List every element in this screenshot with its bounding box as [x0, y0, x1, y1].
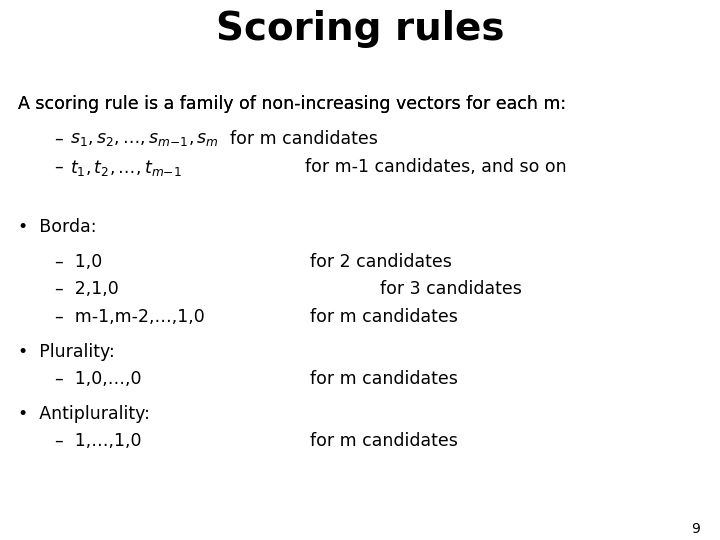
Text: $s_1, s_2, \ldots, s_{m{-}1}, s_m$: $s_1, s_2, \ldots, s_{m{-}1}, s_m$ [70, 130, 219, 148]
Text: Scoring rules: Scoring rules [225, 84, 513, 122]
Text: $t_1, t_2, \ldots, t_{m{-}1}$: $t_1, t_2, \ldots, t_{m{-}1}$ [70, 158, 181, 178]
Text: for m-1 candidates, and so on: for m-1 candidates, and so on [305, 158, 567, 176]
Text: –  m-1,m-2,…,1,0: – m-1,m-2,…,1,0 [55, 308, 204, 326]
Text: •  Borda:: • Borda: [18, 218, 96, 236]
Text: •  Antiplurality:: • Antiplurality: [18, 405, 150, 423]
Text: for 3 candidates: for 3 candidates [380, 280, 522, 298]
Text: •  Plurality:: • Plurality: [18, 343, 114, 361]
Text: –: – [55, 158, 69, 176]
Text: for 2 candidates: for 2 candidates [310, 253, 452, 271]
Text: for m candidates: for m candidates [310, 370, 458, 388]
Text: for m candidates: for m candidates [230, 130, 378, 148]
Text: –  2,1,0: – 2,1,0 [55, 280, 119, 298]
Text: –: – [55, 130, 69, 148]
Text: for m candidates: for m candidates [310, 432, 458, 450]
Text: A scoring rule is a family of non-increasing vectors for each m:: A scoring rule is a family of non-increa… [18, 95, 566, 113]
Text: –  1,…,1,0: – 1,…,1,0 [55, 432, 142, 450]
Text: A scoring rule is a family of non-increasing vectors for each m:: A scoring rule is a family of non-increa… [18, 95, 566, 113]
Text: –  1,0: – 1,0 [55, 253, 102, 271]
Text: –  1,0,…,0: – 1,0,…,0 [55, 370, 142, 388]
Text: Scoring rules: Scoring rules [216, 10, 504, 48]
Text: for m candidates: for m candidates [310, 308, 458, 326]
Text: 9: 9 [691, 522, 700, 536]
